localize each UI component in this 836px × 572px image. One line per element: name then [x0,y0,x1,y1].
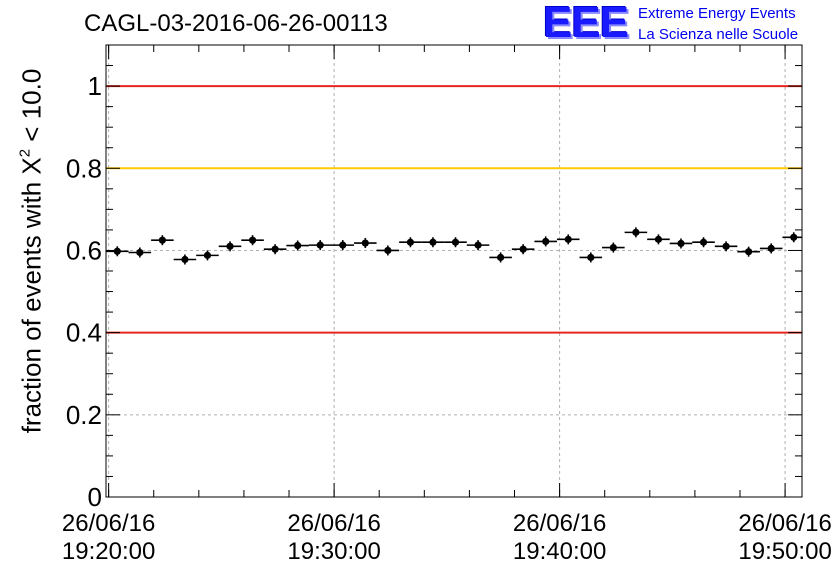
data-point-marker [203,251,212,259]
x-tick-labels: 26/06/1619:20:0026/06/1619:30:0026/06/16… [62,510,832,565]
data-point [534,236,557,247]
grid-lines [106,45,802,498]
data-point-marker [497,253,505,262]
data-point [286,240,309,251]
data-point [511,244,535,255]
reference-lines [106,85,802,334]
data-point [444,237,467,248]
data-point-marker [519,245,527,253]
y-tick-labels: 0 0.2 0.4 0.6 0.8 1 [66,71,102,512]
data-point-marker [767,244,775,252]
data-point [421,237,445,248]
y-tick-label: 0 [88,482,102,512]
data-point-marker [632,228,640,236]
data-points [106,227,802,265]
data-point [399,237,422,248]
x-tick-label-time: 19:50:00 [738,538,831,565]
data-point [759,243,783,254]
data-point-marker [429,238,437,246]
data-point-marker [654,235,663,243]
data-point-marker [384,246,392,255]
data-point-marker [609,243,617,252]
data-point-marker [271,245,279,253]
data-point-marker [474,241,482,249]
plot-frame [105,44,803,498]
data-point-marker [745,248,753,256]
data-point-marker [542,237,550,246]
data-point-marker [113,247,121,255]
data-point [737,246,760,257]
x-tick-label-date: 26/06/16 [287,510,380,537]
y-tick-label: 0.4 [66,318,102,348]
data-point [579,252,603,263]
data-point-marker [587,253,595,262]
data-point-marker [158,236,166,244]
eee-logo-mark: EEE [543,0,629,47]
data-point [331,240,355,251]
data-point [106,246,129,257]
y-tick-label: 0.6 [66,235,102,265]
logo-line-1: Extreme Energy Events [638,5,796,22]
x-tick-label-date: 26/06/16 [62,510,155,537]
y-tick-label: 0.8 [66,153,102,183]
y-tick-label: 0.2 [66,400,102,430]
x-tick-label-time: 19:20:00 [62,538,155,565]
data-point [263,244,287,255]
data-point-marker [294,241,302,250]
data-point-marker [699,238,708,246]
data-point-marker [136,248,144,257]
y-axis-label-suffix: < 10.0 [16,68,47,149]
y-axis-label-superscript: 2 [16,148,34,158]
axis-ticks [106,44,802,498]
data-point [196,250,219,261]
x-tick-label-time: 19:30:00 [287,538,380,565]
data-point-marker [181,255,189,264]
data-point-marker [339,241,347,249]
x-tick-label-date: 26/06/16 [738,510,831,537]
data-point [376,245,400,256]
data-point [714,241,738,252]
x-tick-label-date: 26/06/16 [513,510,606,537]
data-point [218,241,242,252]
data-point-marker [564,235,572,243]
data-point [466,240,490,251]
x-tick-label-time: 19:40:00 [513,538,606,565]
y-axis-label: fraction of events with X2 < 10.0 [17,69,48,434]
data-point [308,240,332,251]
data-point [151,235,174,246]
logo-line-2: La Scienza nelle Scuole [638,26,799,43]
data-point-marker [790,233,798,241]
data-point [173,254,197,265]
y-tick-label: 1 [88,71,102,101]
data-point [602,242,625,253]
data-point-marker [226,242,234,250]
data-point [669,238,693,249]
data-point [624,227,648,238]
data-point-marker [722,242,730,250]
data-point [241,235,264,246]
data-point [692,237,715,248]
data-point [556,234,580,245]
data-point [354,238,377,249]
data-point [647,234,670,245]
data-point-marker [316,241,324,249]
eee-logo: EEE Extreme Energy Events La Scienza nel… [543,0,833,47]
data-point [489,252,512,263]
data-point [128,247,152,258]
data-point [782,232,802,243]
data-point-marker [361,239,369,247]
data-point-marker [677,239,685,248]
data-point-marker [248,236,257,244]
data-point-marker [451,238,460,246]
data-point-marker [406,238,415,246]
chart-title: CAGL-03-2016-06-26-00113 [84,10,388,37]
y-axis-label-text: fraction of events with X [16,157,47,434]
